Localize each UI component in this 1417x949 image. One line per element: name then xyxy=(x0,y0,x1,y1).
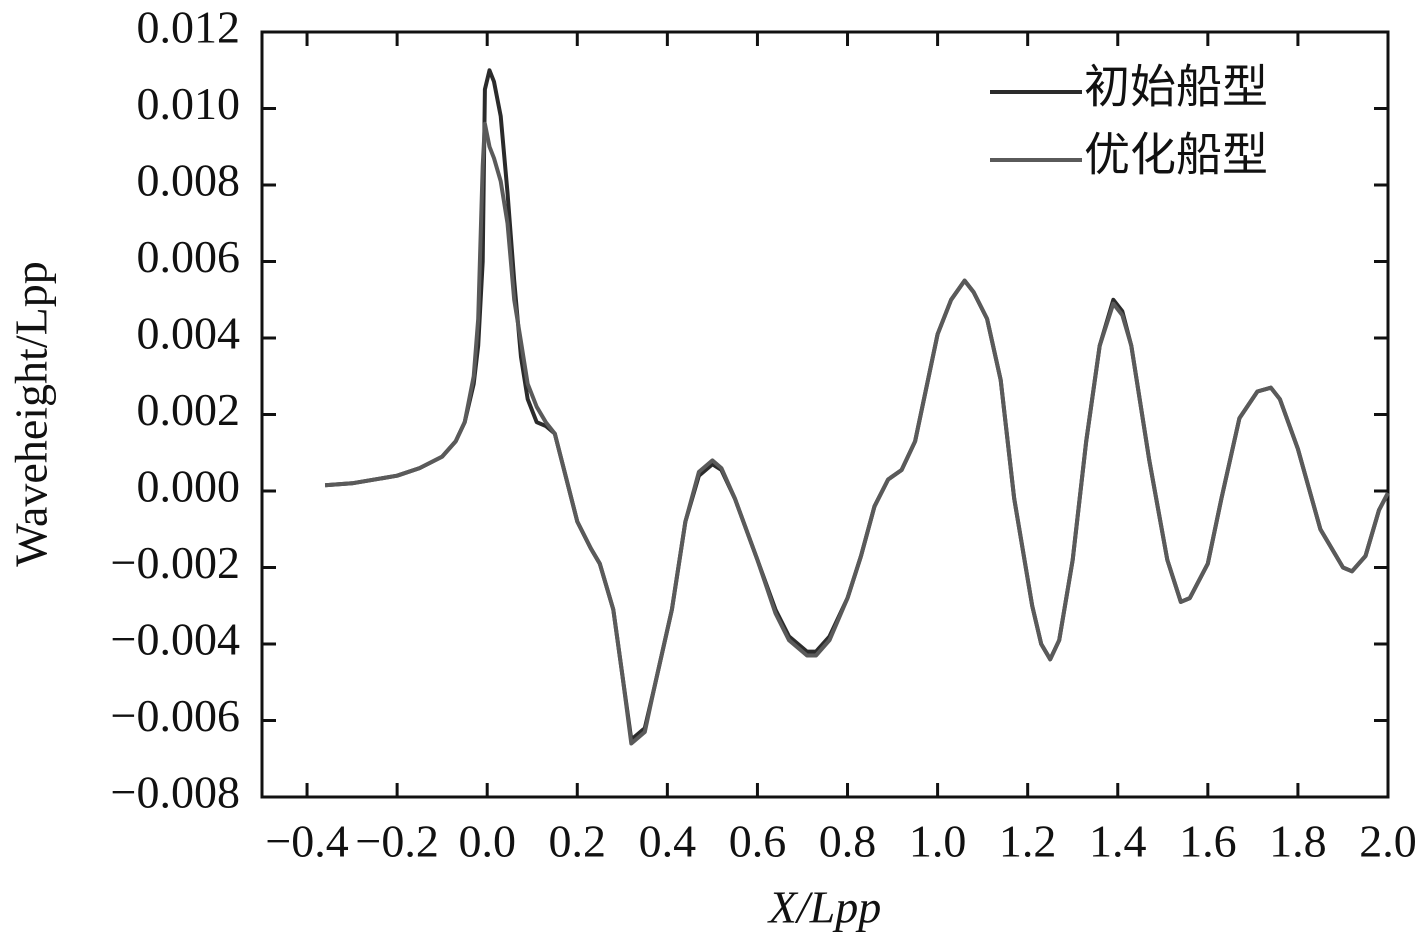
y-tick-label: 0.006 xyxy=(137,231,241,282)
legend-label: 优化船型 xyxy=(1084,130,1268,181)
x-tick-label: −0.4 xyxy=(265,816,348,867)
x-tick-label: 0.2 xyxy=(549,816,607,867)
y-tick-label: −0.004 xyxy=(111,614,240,665)
y-tick-label: 0.008 xyxy=(137,155,241,206)
y-tick-label: 0.000 xyxy=(137,461,241,512)
x-tick-label: 1.4 xyxy=(1089,816,1147,867)
data-line xyxy=(324,121,1390,746)
legend-label: 初始船型 xyxy=(1084,62,1268,113)
x-tick-label: 1.0 xyxy=(909,816,967,867)
y-tick-label: 0.010 xyxy=(137,78,241,129)
x-tick-label: 2.0 xyxy=(1359,816,1417,867)
x-tick-label: 1.2 xyxy=(999,816,1057,867)
x-tick-label: 0.4 xyxy=(639,816,697,867)
x-tick-label: 1.6 xyxy=(1179,816,1237,867)
y-tick-label: −0.006 xyxy=(111,690,240,741)
x-tick-label: 0.6 xyxy=(729,816,787,867)
x-tick-label: 0.0 xyxy=(458,816,516,867)
x-axis-label: X/Lpp xyxy=(767,882,881,933)
x-tick-label: −0.2 xyxy=(355,816,438,867)
x-tick-label: 1.8 xyxy=(1269,816,1327,867)
y-axis-label: Waveheight/Lpp xyxy=(6,261,57,566)
y-tick-label: 0.002 xyxy=(137,384,241,435)
y-tick-label: 0.012 xyxy=(137,2,241,53)
y-tick-label: −0.002 xyxy=(111,537,240,588)
y-tick-label: 0.004 xyxy=(137,308,241,359)
y-tick-label: −0.008 xyxy=(111,767,240,818)
x-tick-label: 0.8 xyxy=(819,816,877,867)
